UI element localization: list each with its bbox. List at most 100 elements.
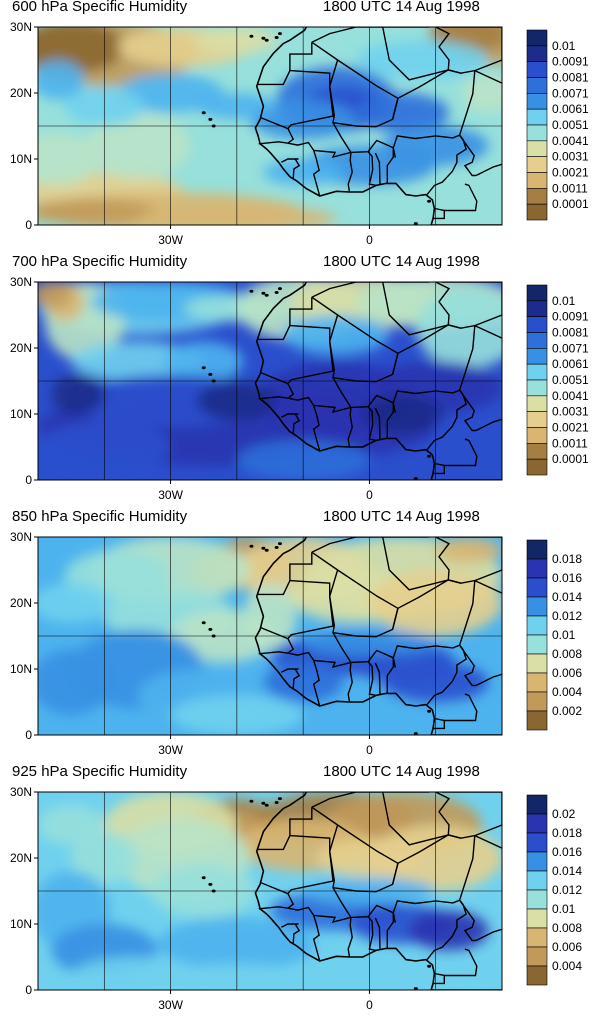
country-border <box>292 923 301 944</box>
country-border <box>392 389 464 404</box>
island <box>427 199 432 203</box>
island <box>274 36 279 40</box>
country-border <box>292 668 301 689</box>
country-border <box>459 389 477 432</box>
map-frame <box>37 281 503 481</box>
colorbar-label: 0.0091 <box>552 55 589 69</box>
colorbar-label: 0.018 <box>552 826 582 840</box>
colorbar-label: 0.0041 <box>552 389 589 403</box>
country-border <box>435 792 451 835</box>
colorbar-label: 0.002 <box>552 704 582 718</box>
panel-title: 850 hPa Specific Humidity <box>12 508 188 525</box>
colorbar: 0.018 0.016 0.014 0.012 0.01 0.008 0.006 0.004 0… <box>526 539 582 731</box>
colorbar-label: 0.0081 <box>552 71 589 85</box>
colorbar-swatch <box>526 539 548 560</box>
colorbar-swatch <box>526 140 548 157</box>
country-border <box>311 296 399 383</box>
panel-850hpa: 850 hPa Specific Humidity 1800 UTC 14 Au… <box>0 508 600 765</box>
colorbar-label: 0.0021 <box>552 166 589 180</box>
country-border <box>474 282 502 327</box>
colorbar-swatch <box>526 927 548 948</box>
lon-tick-label: 0 <box>366 998 373 1012</box>
map-frame <box>37 791 503 991</box>
colorbar-swatch <box>526 411 548 428</box>
lat-tick-label: 30N <box>10 785 32 799</box>
colorbar-swatch <box>526 558 548 579</box>
country-border <box>459 644 477 687</box>
colorbar-label: 0.012 <box>552 883 582 897</box>
colorbar-swatch <box>526 596 548 617</box>
island <box>427 454 432 458</box>
colorbar-label: 0.0011 <box>552 181 588 195</box>
colorbar-swatch <box>526 284 548 302</box>
colorbar-label: 0.016 <box>552 571 582 585</box>
panel-time: 1800 UTC 14 Aug 1998 <box>323 508 480 525</box>
colorbar-swatch <box>526 672 548 693</box>
country-border <box>444 693 478 722</box>
colorbar-label: 0.0031 <box>552 150 589 164</box>
country-border <box>392 899 464 914</box>
island <box>208 372 213 376</box>
colorbar-label: 0.0051 <box>552 373 589 387</box>
colorbar-swatch <box>526 29 548 47</box>
country-border <box>433 462 445 475</box>
colorbar-label: 0.014 <box>552 590 582 604</box>
colorbar-swatch <box>526 77 548 94</box>
colorbar-swatch <box>526 813 548 834</box>
humidity-contour <box>38 805 105 845</box>
island <box>211 634 216 638</box>
country-border <box>426 648 468 706</box>
country-border <box>311 27 430 43</box>
colorbar-label: 0.0001 <box>552 452 589 466</box>
colorbar-swatch <box>526 93 548 110</box>
country-border <box>313 377 353 414</box>
colorbar: 0.02 0.018 0.016 0.014 0.012 0.01 0.008 0.006 0.… <box>526 794 582 986</box>
country-border <box>435 27 451 70</box>
lon-tick-label: 30W <box>158 743 183 757</box>
country-border <box>313 122 353 159</box>
country-border <box>280 668 299 673</box>
humidity-contour <box>84 112 191 179</box>
colorbar-label: 0.0071 <box>552 86 589 100</box>
island <box>413 987 418 990</box>
coastline <box>254 792 502 990</box>
island <box>208 117 213 121</box>
country-border <box>347 152 353 193</box>
lat-tick-label: 0 <box>25 728 32 742</box>
map-frame <box>37 536 503 736</box>
lon-tick-label: 30W <box>158 233 183 247</box>
colorbar-swatch <box>526 124 548 142</box>
country-border <box>374 917 381 950</box>
country-border <box>459 899 477 942</box>
island <box>249 289 254 293</box>
country-border <box>367 916 377 952</box>
country-border <box>474 834 502 849</box>
grid-lines <box>38 792 502 990</box>
colorbar-label: 0.0081 <box>552 326 589 340</box>
island <box>208 627 213 631</box>
country-border <box>444 183 478 212</box>
colorbar-label: 0.0001 <box>552 197 589 211</box>
colorbar-label: 0.004 <box>552 959 582 973</box>
island <box>274 291 279 295</box>
colorbar-swatch <box>526 691 548 712</box>
map-frame <box>37 26 503 226</box>
lat-tick-label: 10N <box>10 662 32 676</box>
country-border <box>347 662 353 703</box>
country-border <box>474 27 502 72</box>
island <box>249 799 254 803</box>
grid-lines <box>38 282 502 480</box>
colorbar-swatch <box>526 427 548 444</box>
country-border <box>459 134 477 177</box>
island <box>249 34 254 38</box>
lat-tick-label: 30N <box>10 275 32 289</box>
colorbar-label: 0.0041 <box>552 134 589 148</box>
africa-outline <box>201 792 502 990</box>
country-border <box>382 792 449 846</box>
colorbar-swatch <box>526 108 548 126</box>
country-border <box>426 903 468 961</box>
humidity-contour <box>38 282 72 309</box>
lat-tick-label: 10N <box>10 917 32 931</box>
